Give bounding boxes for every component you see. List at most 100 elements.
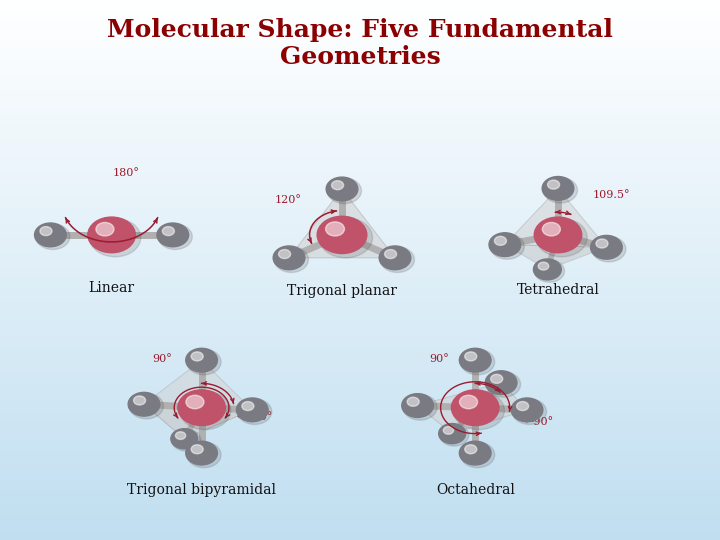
Bar <box>0 201 720 205</box>
Bar <box>0 144 720 147</box>
Bar <box>0 328 720 331</box>
Circle shape <box>534 260 564 282</box>
Circle shape <box>96 222 114 236</box>
Bar <box>0 4 720 7</box>
Circle shape <box>186 348 217 372</box>
Circle shape <box>490 234 524 259</box>
Bar <box>0 475 720 479</box>
Bar <box>0 97 720 101</box>
Bar <box>0 421 720 425</box>
Bar <box>0 187 720 191</box>
Bar <box>0 220 720 223</box>
Polygon shape <box>144 360 252 439</box>
Text: Octahedral: Octahedral <box>436 483 515 497</box>
Bar <box>0 69 720 72</box>
Circle shape <box>459 441 491 465</box>
Bar <box>0 108 720 112</box>
Bar <box>0 158 720 162</box>
Circle shape <box>242 402 254 410</box>
Bar <box>0 436 720 439</box>
Bar <box>0 245 720 248</box>
Bar <box>0 425 720 428</box>
Circle shape <box>451 390 499 426</box>
Bar <box>0 400 720 403</box>
Bar <box>0 295 720 299</box>
Bar <box>0 79 720 83</box>
Circle shape <box>459 395 477 409</box>
Bar <box>0 367 720 371</box>
Circle shape <box>542 177 574 200</box>
Bar <box>0 504 720 508</box>
Bar <box>0 468 720 471</box>
Circle shape <box>453 391 505 430</box>
Bar <box>0 457 720 461</box>
Bar <box>0 29 720 32</box>
Circle shape <box>461 349 495 375</box>
Circle shape <box>187 349 221 375</box>
Bar <box>0 342 720 346</box>
Circle shape <box>331 181 343 190</box>
Bar <box>0 302 720 306</box>
Circle shape <box>191 352 203 361</box>
Circle shape <box>516 402 528 410</box>
Bar <box>0 86 720 90</box>
Bar <box>0 162 720 166</box>
Circle shape <box>536 218 588 257</box>
Circle shape <box>534 217 582 253</box>
Bar <box>0 58 720 61</box>
Bar <box>0 234 720 238</box>
Bar <box>0 184 720 187</box>
Circle shape <box>547 180 559 189</box>
Circle shape <box>162 227 174 235</box>
Circle shape <box>489 233 521 256</box>
Bar <box>0 428 720 432</box>
Bar <box>0 65 720 69</box>
Bar <box>0 533 720 536</box>
Bar <box>0 439 720 443</box>
Bar <box>0 115 720 119</box>
Bar <box>0 518 720 522</box>
Bar <box>0 50 720 54</box>
Bar <box>0 407 720 410</box>
Bar <box>0 54 720 58</box>
Circle shape <box>178 390 225 426</box>
Bar <box>0 464 720 468</box>
Bar <box>0 508 720 511</box>
Bar <box>0 396 720 400</box>
Bar <box>0 356 720 360</box>
Bar <box>0 461 720 464</box>
Circle shape <box>384 249 397 259</box>
Bar <box>0 123 720 126</box>
Bar <box>0 414 720 417</box>
Bar <box>0 529 720 533</box>
Bar <box>0 112 720 115</box>
Circle shape <box>186 395 204 409</box>
Text: 90°: 90° <box>152 354 172 364</box>
Text: Molecular Shape: Five Fundamental: Molecular Shape: Five Fundamental <box>107 18 613 42</box>
Circle shape <box>544 177 577 203</box>
Bar <box>0 374 720 378</box>
Circle shape <box>461 442 495 468</box>
Bar <box>0 259 720 263</box>
Bar <box>0 216 720 220</box>
Bar <box>0 169 720 173</box>
Bar <box>0 385 720 389</box>
Circle shape <box>319 218 372 258</box>
Bar <box>0 119 720 123</box>
Bar <box>0 194 720 198</box>
Bar <box>0 493 720 497</box>
Circle shape <box>157 223 189 247</box>
Bar <box>0 126 720 130</box>
Polygon shape <box>289 189 395 258</box>
Bar <box>0 320 720 324</box>
Bar <box>0 281 720 285</box>
Circle shape <box>538 262 549 270</box>
Text: 90°: 90° <box>429 354 449 364</box>
Bar <box>0 191 720 194</box>
Circle shape <box>130 393 163 419</box>
Circle shape <box>490 374 503 383</box>
Bar <box>0 130 720 133</box>
Bar <box>0 266 720 270</box>
Bar <box>0 270 720 274</box>
Circle shape <box>596 239 608 248</box>
